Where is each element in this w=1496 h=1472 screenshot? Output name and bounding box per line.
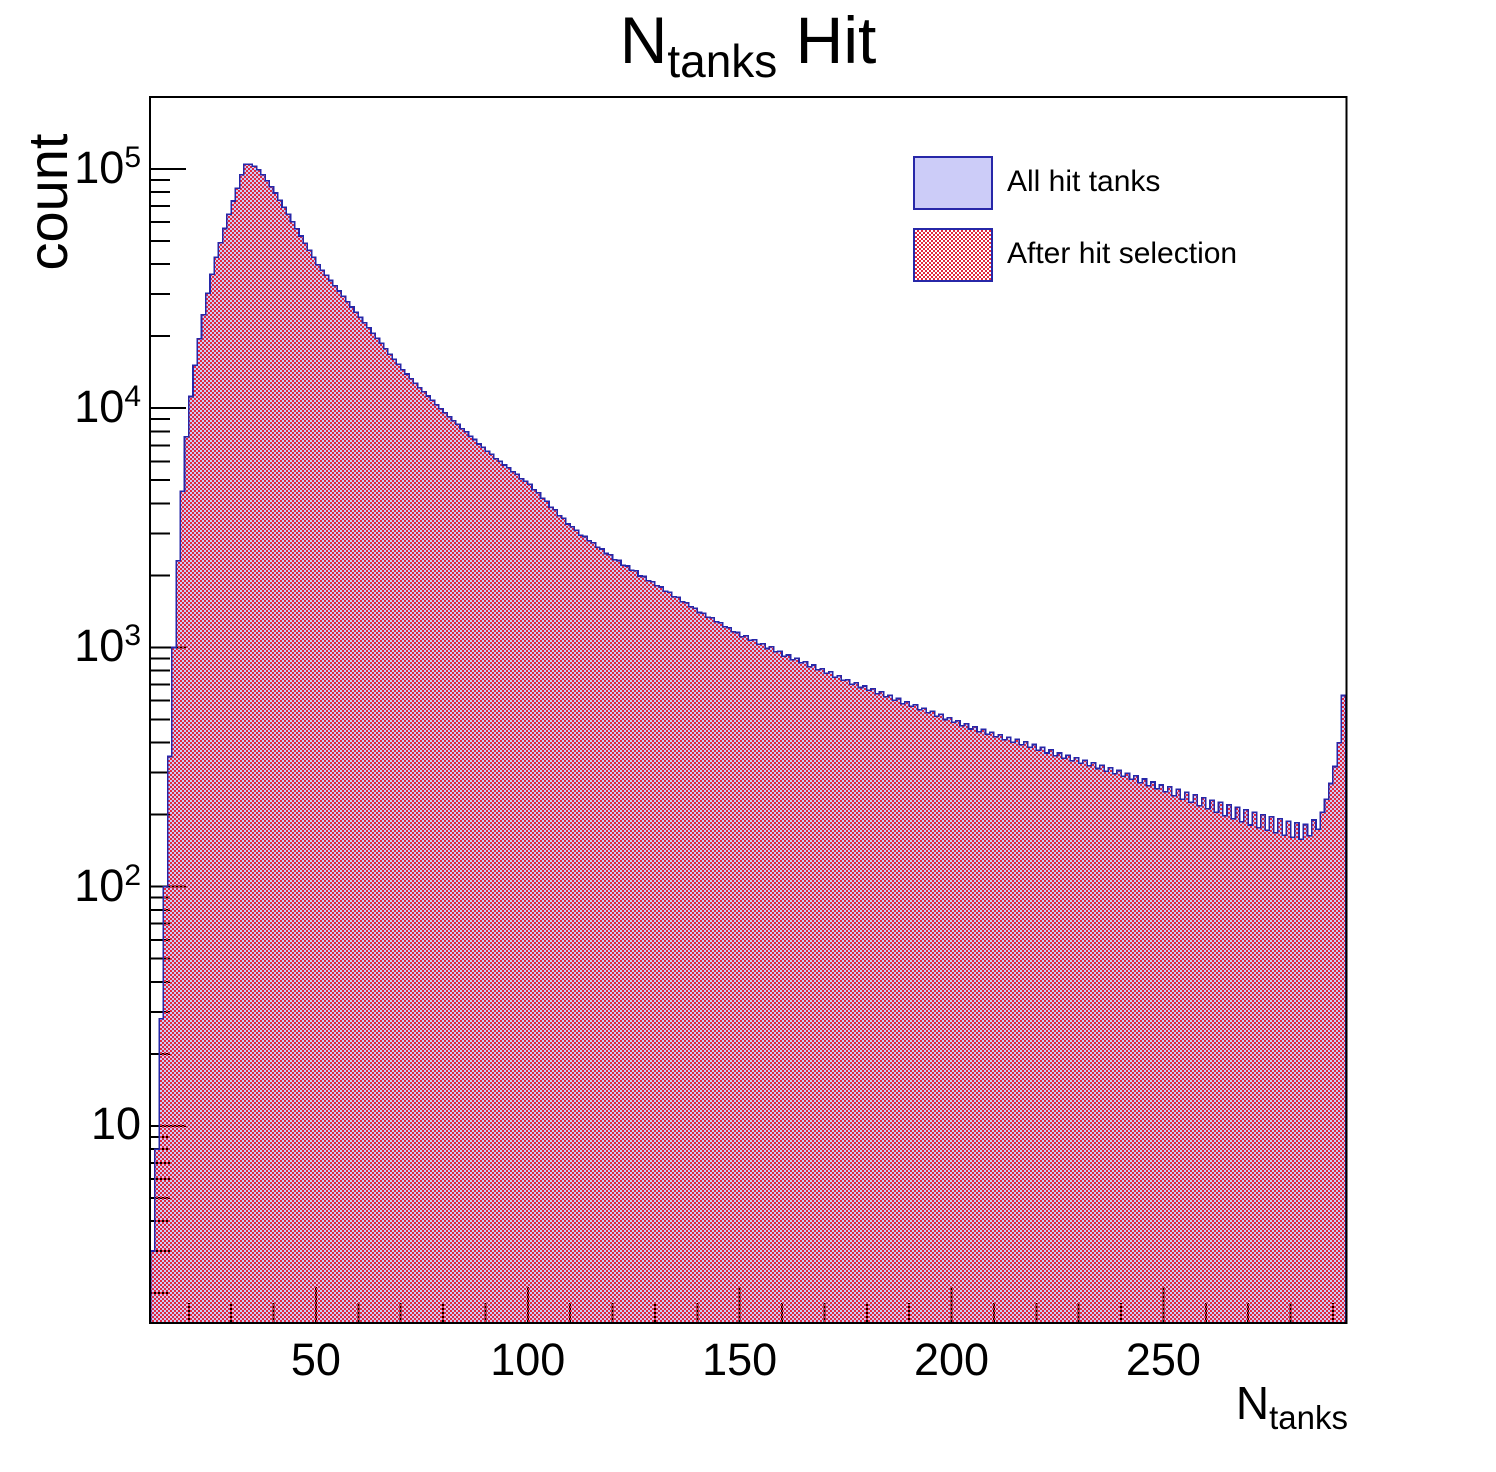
legend-item-all-hit-tanks: All hit tanks [913, 156, 1473, 210]
x-axis-title-prefix: N [1235, 1377, 1270, 1429]
chart-title-prefix: N [619, 3, 668, 77]
y-tick-label: 102 [74, 858, 141, 911]
chart-title-subscript: tanks [667, 35, 778, 87]
legend-label-after-hit-selection: After hit selection [1007, 237, 1238, 270]
y-tick-label: 105 [74, 141, 141, 193]
x-axis-title: Ntanks [1236, 1376, 1348, 1437]
plot-frame [149, 96, 1348, 1324]
x-tick-label: 150 [702, 1334, 778, 1385]
legend-item-after-hit-selection: After hit selection [913, 228, 1473, 282]
y-tick-label: 10 [90, 1097, 141, 1149]
legend-swatch-all-hit-tanks [913, 156, 993, 210]
x-axis-title-subscript: tanks [1269, 1399, 1348, 1436]
x-tick-label: 250 [1125, 1334, 1201, 1385]
series-after-hit-selection [149, 163, 1347, 1324]
legend-swatch-after-hit-selection [913, 228, 993, 282]
x-tick-label: 100 [490, 1334, 566, 1385]
chart-title-suffix: Hit [777, 3, 877, 77]
legend-label-all-hit-tanks: All hit tanks [1007, 165, 1161, 198]
y-tick-label: 103 [74, 619, 141, 672]
chart-title: Ntanks Hit [0, 4, 1496, 97]
x-tick-label: 200 [914, 1334, 990, 1385]
x-tick-label: 50 [290, 1334, 341, 1385]
y-axis-title: count [16, 133, 79, 271]
y-tick-label: 104 [74, 380, 141, 433]
